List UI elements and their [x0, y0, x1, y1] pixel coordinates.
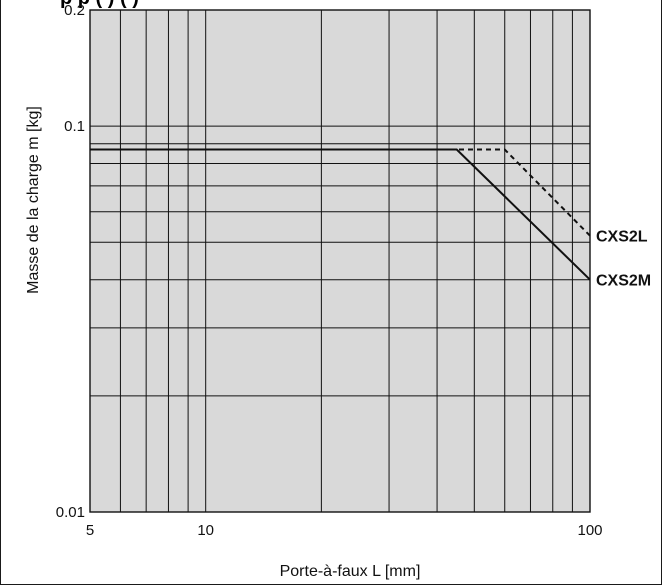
x-axis-label: Porte-à-faux L [mm]	[280, 563, 421, 580]
x-tick-label: 10	[197, 522, 214, 539]
y-tick-labels: 0.01 0.1 0.2	[56, 2, 85, 521]
grid	[89, 9, 591, 513]
series-label-cxs2l: CXS2L	[596, 229, 648, 246]
x-tick-labels: 5 10 100	[86, 522, 603, 539]
x-tick-label: 100	[577, 522, 602, 539]
x-tick-label: 5	[86, 522, 94, 539]
y-axis-label: Masse de la charge m [kg]	[25, 106, 42, 294]
plot-area	[90, 10, 590, 512]
y-tick-label: 0.01	[56, 504, 85, 521]
y-tick-label: 0.2	[64, 2, 85, 19]
series-labels: CXS2L CXS2M	[596, 229, 651, 290]
chart-title-fragment: p p ( ) ( )	[60, 0, 139, 10]
plot-border	[89, 9, 591, 513]
series-lines	[90, 148, 591, 281]
series-label-cxs2m: CXS2M	[596, 273, 651, 290]
y-tick-label: 0.1	[64, 118, 85, 135]
series-line-cxs2m	[90, 148, 591, 281]
